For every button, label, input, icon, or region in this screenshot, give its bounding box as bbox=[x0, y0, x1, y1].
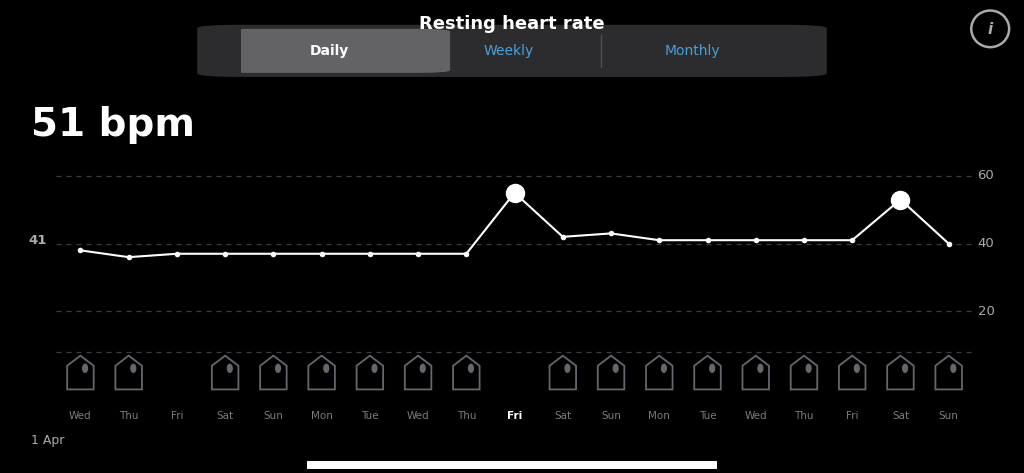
Text: Resting heart rate: Resting heart rate bbox=[419, 15, 605, 33]
Circle shape bbox=[613, 364, 618, 372]
Circle shape bbox=[854, 364, 859, 372]
Circle shape bbox=[372, 364, 377, 372]
Text: 41: 41 bbox=[29, 234, 47, 247]
Text: Sun: Sun bbox=[263, 411, 284, 421]
Text: Tue: Tue bbox=[361, 411, 379, 421]
Circle shape bbox=[275, 364, 281, 372]
Text: Sun: Sun bbox=[939, 411, 958, 421]
Text: Thu: Thu bbox=[795, 411, 814, 421]
Text: Fri: Fri bbox=[507, 411, 522, 421]
Text: Thu: Thu bbox=[457, 411, 476, 421]
Text: Fri: Fri bbox=[171, 411, 183, 421]
Text: Fri: Fri bbox=[846, 411, 858, 421]
Text: Mon: Mon bbox=[310, 411, 333, 421]
Circle shape bbox=[83, 364, 87, 372]
FancyBboxPatch shape bbox=[212, 29, 451, 73]
Text: Daily: Daily bbox=[310, 44, 349, 58]
Circle shape bbox=[662, 364, 667, 372]
Circle shape bbox=[324, 364, 329, 372]
Text: Wed: Wed bbox=[407, 411, 429, 421]
Text: Tue: Tue bbox=[698, 411, 717, 421]
Circle shape bbox=[227, 364, 232, 372]
Circle shape bbox=[806, 364, 811, 372]
Circle shape bbox=[469, 364, 473, 372]
Text: Monthly: Monthly bbox=[665, 44, 721, 58]
Text: 60: 60 bbox=[978, 169, 994, 182]
Text: Sun: Sun bbox=[601, 411, 621, 421]
Text: Sat: Sat bbox=[217, 411, 233, 421]
Text: 1 Apr: 1 Apr bbox=[31, 434, 65, 447]
Circle shape bbox=[131, 364, 136, 372]
Text: Weekly: Weekly bbox=[483, 44, 534, 58]
FancyBboxPatch shape bbox=[266, 460, 758, 470]
Circle shape bbox=[903, 364, 907, 372]
Circle shape bbox=[758, 364, 763, 372]
Text: Thu: Thu bbox=[119, 411, 138, 421]
Text: 20: 20 bbox=[978, 305, 994, 318]
Text: Mon: Mon bbox=[648, 411, 670, 421]
Text: 51 bpm: 51 bpm bbox=[31, 106, 195, 144]
Text: Sat: Sat bbox=[892, 411, 909, 421]
Circle shape bbox=[420, 364, 425, 372]
Text: i: i bbox=[987, 22, 993, 37]
FancyBboxPatch shape bbox=[198, 25, 826, 77]
Text: 40: 40 bbox=[978, 237, 994, 250]
Text: Wed: Wed bbox=[70, 411, 92, 421]
Text: Wed: Wed bbox=[744, 411, 767, 421]
Circle shape bbox=[951, 364, 955, 372]
Circle shape bbox=[710, 364, 715, 372]
Text: Sat: Sat bbox=[554, 411, 571, 421]
Circle shape bbox=[565, 364, 569, 372]
